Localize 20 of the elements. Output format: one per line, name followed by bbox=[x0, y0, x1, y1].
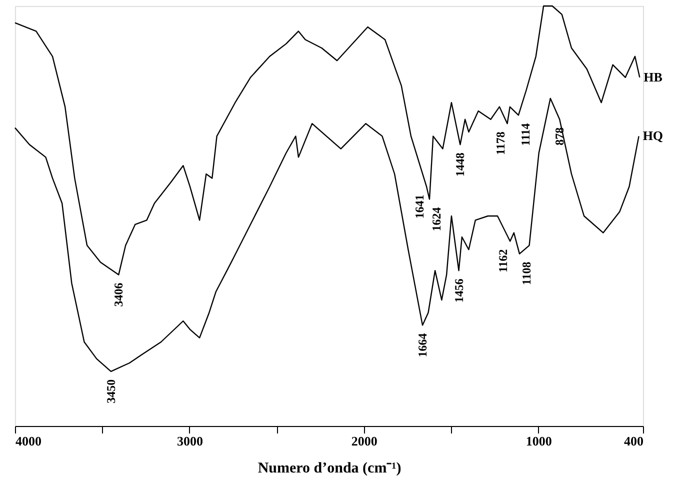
x-tick-label: 4000 bbox=[16, 434, 42, 448]
annotation: 3450 bbox=[104, 379, 118, 404]
annotation: 1162 bbox=[496, 249, 510, 273]
annotation: 1448 bbox=[453, 152, 468, 177]
annotation: 1456 bbox=[452, 278, 466, 303]
annotation: 1624 bbox=[429, 207, 444, 232]
series-label: HB bbox=[644, 69, 663, 84]
annotation: 1178 bbox=[493, 132, 508, 155]
x-tick-label: 2000 bbox=[351, 434, 378, 448]
x-tick-label: 400 bbox=[624, 434, 644, 448]
annotation: 1108 bbox=[519, 262, 534, 286]
x-tick-label: 3000 bbox=[176, 434, 203, 448]
annotation: 878 bbox=[552, 127, 567, 146]
annotation: 1641 bbox=[412, 194, 427, 219]
annotation: 1664 bbox=[416, 333, 430, 358]
x-tick-label: 1000 bbox=[526, 434, 552, 448]
annotation: 1114 bbox=[518, 123, 532, 146]
x-axis-title: Numero d’onda (cm⁻¹) bbox=[258, 460, 402, 476]
series-label: HQ bbox=[642, 128, 664, 144]
annotation: 3406 bbox=[112, 282, 126, 307]
